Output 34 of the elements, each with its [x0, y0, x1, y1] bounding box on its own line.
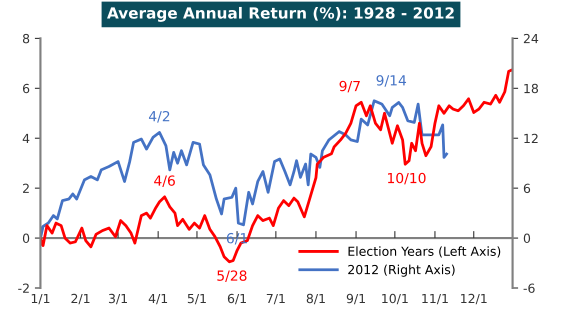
y2-tick-label: 18	[524, 84, 538, 94]
annotation: 5/28	[217, 270, 247, 282]
y2-tick-label: 24	[524, 34, 538, 44]
annotation: 9/14	[376, 75, 406, 87]
x-tick-label: 1/1	[32, 294, 50, 304]
x-tick-label: 5/1	[188, 294, 206, 304]
y-tick-label: 8	[22, 34, 30, 44]
x-tick-label: 11/1	[422, 294, 448, 304]
x-tick-label: 2/1	[71, 294, 90, 304]
x-tick-label: 6/1	[228, 294, 246, 304]
annotation: 10/10	[388, 172, 426, 184]
legend-label: Election Years (Left Axis)	[348, 246, 500, 258]
chart-title: Average Annual Return (%): 1928 - 2012	[107, 6, 454, 22]
y-tick-label: 0	[22, 234, 30, 244]
x-tick-label: 4/1	[148, 294, 168, 304]
x-tick-label: 8/1	[306, 294, 325, 304]
annotation: 4/6	[154, 175, 175, 187]
x-tick-label: 10/1	[382, 294, 408, 304]
y-tick-label: -2	[18, 283, 29, 293]
y-tick-label: 6	[22, 84, 30, 94]
x-tick-label: 12/1	[461, 294, 487, 304]
annotation: 9/7	[340, 80, 360, 92]
legend-label: 2012 (Right Axis)	[348, 264, 455, 277]
line-series	[40, 68, 513, 264]
x-tick-label: 3/1	[108, 294, 127, 304]
y2-tick-label: 12	[524, 134, 538, 143]
x-tick-label: 7/1	[266, 294, 285, 304]
y-tick-label: 4	[22, 134, 30, 143]
y2-tick-label: 6	[524, 184, 530, 194]
y2-tick-label: -6	[524, 283, 535, 293]
y2-tick-label: 0	[524, 234, 530, 244]
annotation: 4/2	[148, 110, 170, 123]
x-tick-label: 9/1	[346, 294, 365, 304]
y-tick-label: 2	[23, 184, 29, 193]
